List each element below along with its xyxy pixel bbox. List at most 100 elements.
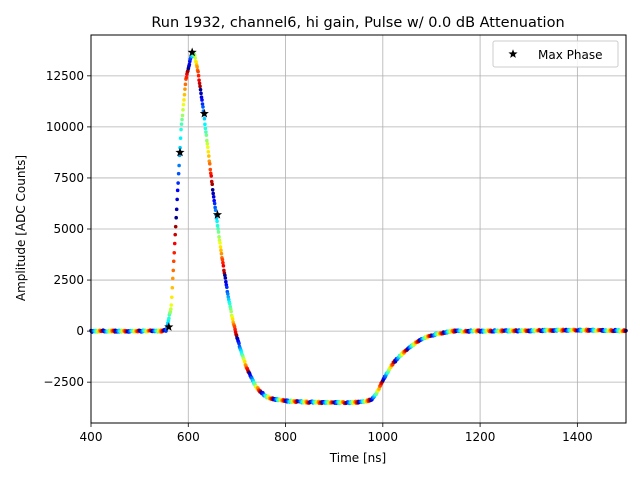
scatter-point (219, 251, 224, 256)
scatter-point (178, 136, 183, 140)
scatter-point (210, 182, 215, 186)
scatter-point (197, 81, 202, 86)
scatter-point (180, 117, 184, 122)
scatter-point (203, 122, 207, 127)
scatter-point (223, 276, 228, 280)
scatter-point (184, 75, 189, 80)
y-tick-label: −2500 (43, 375, 84, 389)
scatter-point (224, 280, 228, 284)
scatter-point (198, 87, 203, 92)
scatter-point (225, 285, 229, 290)
scatter-point (243, 359, 247, 364)
scatter-point (209, 174, 214, 178)
max-phase-star (187, 47, 197, 57)
scatter-point (170, 295, 174, 300)
scatter-point (215, 223, 220, 228)
y-tick-label: 7500 (53, 171, 84, 185)
y-axis-label: Amplitude [ADC Counts] (14, 155, 28, 301)
scatter-point (200, 102, 205, 106)
scatter-point (198, 84, 202, 89)
scatter-point (212, 201, 217, 206)
y-tick-label: 12500 (46, 69, 84, 83)
scatter-point (230, 317, 235, 321)
scatter-point (206, 145, 210, 150)
scatter-point (216, 226, 220, 231)
max-phase-series (164, 47, 223, 331)
scatter-point (208, 167, 213, 172)
x-axis-label: Time [ns] (329, 451, 386, 465)
x-tick-label: 1000 (368, 430, 399, 444)
scatter-point (182, 92, 187, 97)
scatter-point (177, 163, 181, 168)
x-tick-label: 1200 (465, 430, 496, 444)
scatter-point (187, 62, 192, 67)
scatter-point (167, 316, 171, 321)
scatter-point (176, 171, 181, 176)
y-tick-label: 5000 (53, 222, 84, 236)
max-phase-star (175, 147, 185, 157)
scatter-point (202, 116, 207, 121)
scatter-series (89, 52, 628, 406)
scatter-point (172, 241, 177, 246)
scatter-point (169, 307, 173, 311)
legend-star (508, 49, 518, 58)
chart-title: Run 1932, channel6, hi gain, Pulse w/ 0.… (151, 15, 564, 31)
scatter-point (223, 273, 227, 278)
y-axis-ticks: −2500 0 2500 5000 7500 10000 12500 (43, 69, 91, 389)
scatter-point (174, 207, 179, 212)
scatter-point (220, 257, 225, 262)
scatter-point (207, 162, 212, 166)
scatter-point (205, 138, 209, 143)
scatter-point (170, 276, 175, 281)
scatter-point (204, 133, 209, 137)
legend-entry-max-phase: Max Phase (538, 48, 602, 62)
max-phase-star (212, 209, 223, 219)
x-tick-label: 400 (80, 430, 103, 444)
scatter-point (176, 181, 180, 185)
scatter-point (225, 292, 230, 296)
scatter-point (175, 188, 180, 193)
scatter-point (199, 95, 204, 100)
legend: Max Phase (492, 40, 619, 68)
scatter-point (211, 191, 215, 196)
scatter-point (181, 102, 186, 107)
scatter-point (175, 197, 179, 202)
scatter-point (183, 87, 187, 91)
scatter-point (213, 208, 218, 213)
scatter-point (179, 122, 184, 126)
scatter-point (221, 264, 226, 268)
scatter-point (193, 56, 197, 60)
scatter-point (201, 105, 205, 109)
scatter-point (204, 130, 208, 134)
scatter-point (211, 195, 216, 199)
scatter-point (178, 145, 182, 150)
legend-star-marker (508, 49, 518, 58)
max-phase-star (164, 322, 174, 331)
scatter-point (197, 78, 201, 82)
scatter-point (195, 65, 199, 69)
y-tick-label: 10000 (46, 120, 84, 134)
legend-box (492, 40, 619, 68)
scatter-point (200, 98, 204, 102)
scatter-point (207, 154, 211, 158)
scatter-point (173, 224, 178, 229)
scatter-point (227, 301, 232, 306)
scatter-point (206, 149, 211, 154)
scatter-point (210, 188, 215, 192)
max-phase-star (199, 108, 209, 118)
x-tick-label: 1400 (562, 430, 593, 444)
scatter-point (203, 126, 208, 131)
scatter-point (205, 141, 210, 146)
scatter-point (170, 285, 175, 290)
scatter-point (171, 268, 176, 273)
scatter-point (229, 309, 233, 314)
scatter-point (174, 215, 178, 220)
scatter-point (181, 108, 185, 112)
scatter-point (179, 127, 183, 132)
scatter-point (180, 113, 185, 118)
scatter-point (218, 241, 222, 245)
scatter-point (237, 341, 241, 346)
scatter-point (212, 198, 216, 203)
scatter-point (213, 205, 217, 210)
